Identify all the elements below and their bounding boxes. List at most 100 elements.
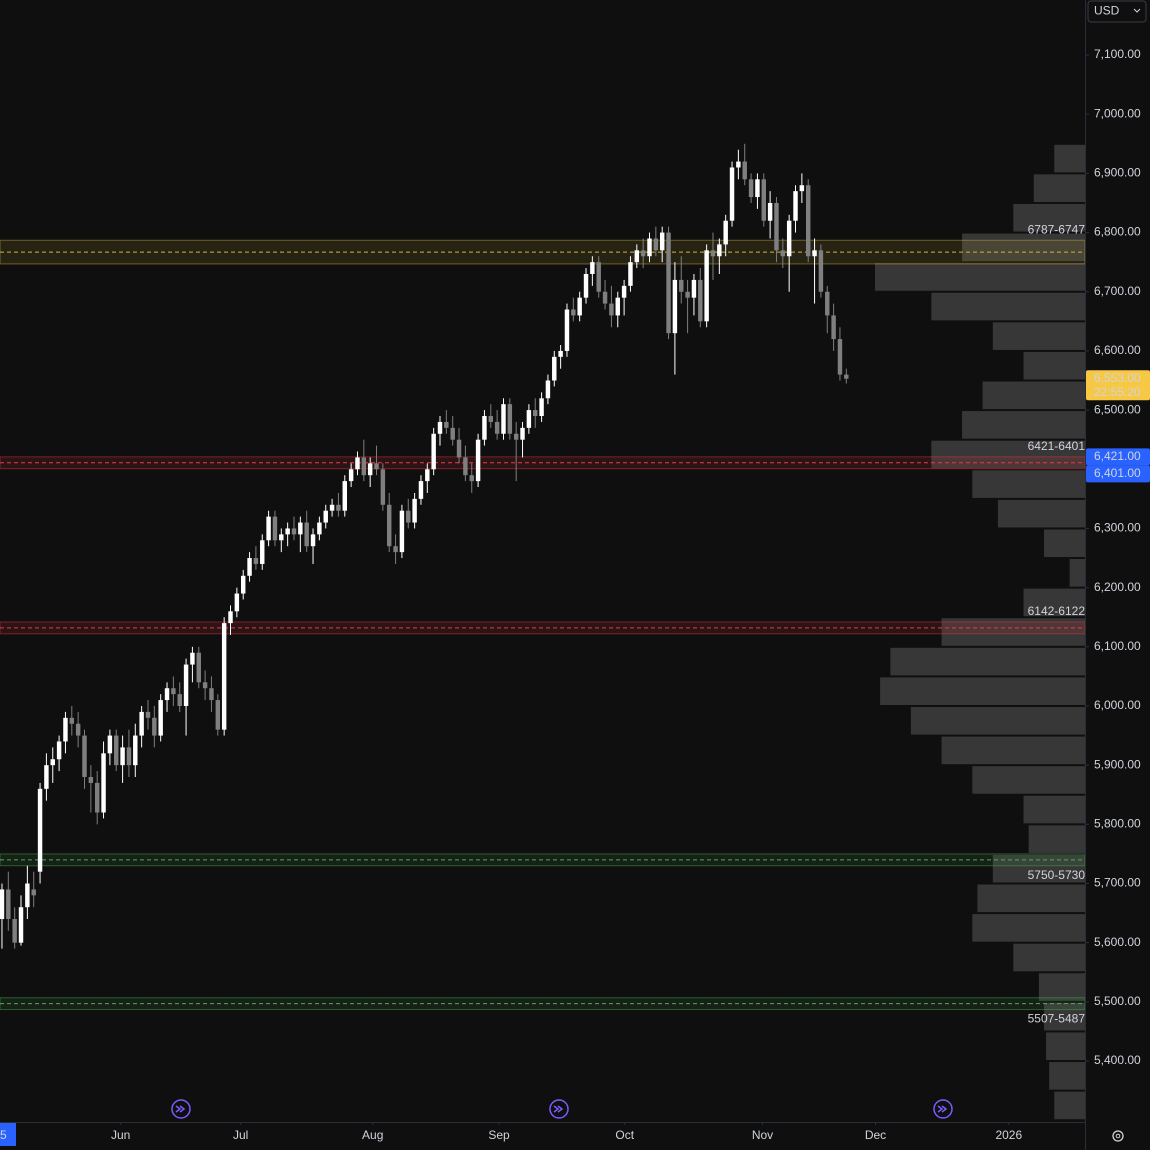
price-tag-label: 6,553.00 [1094, 371, 1141, 385]
candle-body [577, 297, 582, 316]
candle-body [101, 753, 106, 813]
candle-body [247, 558, 252, 576]
candle-body [171, 688, 176, 695]
candle-body [196, 652, 201, 683]
candle-body [825, 291, 830, 316]
candle-body [691, 279, 697, 298]
volume-profile-bar [972, 470, 1085, 498]
candle-body [75, 723, 81, 736]
price-tag [1086, 465, 1150, 483]
candle-body [145, 711, 151, 718]
candle-body [323, 510, 328, 523]
price-tag [1086, 448, 1150, 466]
candle-body [6, 889, 11, 920]
settings-icon[interactable] [1112, 1130, 1124, 1142]
settings-button[interactable] [1112, 1130, 1124, 1142]
candle-body [552, 356, 557, 381]
currency-select[interactable]: USD [1087, 0, 1147, 23]
event-circle[interactable] [549, 1099, 569, 1119]
candle-body [469, 475, 474, 482]
candle-body [431, 433, 436, 470]
candle-body [114, 735, 119, 766]
candle-body [444, 421, 449, 428]
event-icon[interactable] [549, 1099, 569, 1119]
candle-body [266, 516, 271, 541]
candle-body [291, 528, 297, 535]
volume-profile-bar [982, 381, 1085, 410]
candle-body [50, 759, 55, 766]
x-tick-label: Jul [233, 1128, 248, 1142]
event-circle[interactable] [933, 1099, 953, 1119]
event-icons [171, 1099, 953, 1119]
candle-body [367, 463, 373, 476]
x-tick-highlight [0, 1123, 16, 1146]
event-arrow [937, 1105, 948, 1113]
candle-body [805, 185, 811, 257]
candle-body [202, 682, 208, 689]
y-tick-label: 6,800.00 [1094, 225, 1141, 239]
price-tag [1086, 370, 1150, 401]
volume-profile-bar [1013, 203, 1085, 232]
candle-body [786, 220, 792, 257]
candle-body [215, 700, 221, 730]
volume-profile-bar [972, 914, 1085, 942]
volume-profile-bar [1013, 943, 1085, 972]
candle-body [37, 788, 43, 872]
event-icon[interactable] [933, 1099, 953, 1119]
candle-body [761, 179, 766, 221]
candle-body [463, 457, 468, 476]
zone-label: 6787-6747 [1028, 222, 1086, 236]
settings-icon-center [1115, 1133, 1121, 1139]
candle-body [374, 463, 379, 470]
x-tick-label: 5 [0, 1128, 7, 1142]
candle-body [317, 522, 322, 535]
y-tick-label: 6,000.00 [1094, 698, 1141, 712]
candle-body [63, 717, 68, 742]
x-tick-label: Oct [615, 1128, 634, 1142]
candle-body [755, 179, 760, 198]
candle-body [336, 504, 341, 511]
volume-profile-bar [1046, 1032, 1085, 1061]
candle-body [653, 238, 659, 251]
candle-body [31, 889, 36, 896]
candle-body [412, 498, 417, 523]
candle-body [88, 776, 94, 783]
volume-profile-bar [997, 499, 1085, 528]
candle-body [18, 907, 24, 943]
candle-body [488, 416, 494, 422]
y-tick-label: 5,500.00 [1094, 994, 1141, 1008]
candle-body [425, 469, 430, 482]
dropdown-arrow [1133, 8, 1141, 13]
candle-body [355, 457, 360, 470]
volume-profile-bar [1038, 973, 1085, 1001]
volume-profile-bar [931, 440, 1085, 469]
volume-profile-bar [1044, 1002, 1085, 1031]
y-tick-label: 6,200.00 [1094, 580, 1141, 594]
currency-button[interactable] [1087, 0, 1147, 23]
y-tick-label: 5,600.00 [1094, 935, 1141, 949]
volume-profile-bar [1023, 351, 1085, 380]
candle-body [126, 747, 132, 766]
candle-body [812, 250, 817, 257]
candle-body [304, 522, 309, 547]
candle-body [590, 262, 595, 274]
candle-body [533, 410, 538, 417]
event-circle[interactable] [171, 1099, 191, 1119]
candle-body [456, 439, 462, 458]
volume-profile-bar [1044, 529, 1085, 558]
candle-body [12, 919, 17, 943]
candle-body [723, 220, 728, 245]
zone-label: 5750-5730 [1028, 868, 1086, 882]
volume-profile-bar [1049, 1062, 1085, 1090]
event-icon[interactable] [171, 1099, 191, 1119]
y-tick-label: 5,400.00 [1094, 1053, 1141, 1067]
candle-body [621, 285, 627, 298]
volume-profile-bar [880, 677, 1085, 705]
candle-body [698, 279, 703, 322]
candle-body [386, 504, 392, 547]
event-arrow [175, 1105, 186, 1113]
candle-body [558, 350, 563, 357]
volume-profile-bar [1023, 795, 1085, 824]
candle-body [133, 735, 138, 766]
volume-profile-bar [992, 322, 1085, 350]
